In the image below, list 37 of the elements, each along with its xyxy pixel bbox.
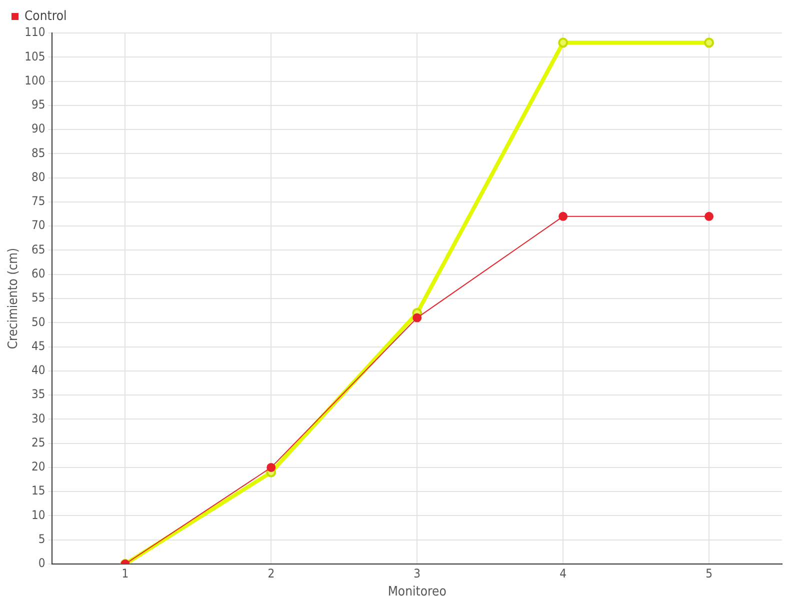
y-tick-label: 10 [31, 508, 46, 522]
y-tick-label: 35 [31, 387, 46, 402]
point [412, 313, 422, 322]
legend-label: Control [24, 8, 67, 24]
point [558, 212, 568, 221]
x-tick-label: 4 [560, 566, 567, 580]
y-tick-label: 20 [31, 460, 46, 474]
point [704, 212, 714, 221]
x-tick-label: 1 [122, 566, 129, 580]
y-tick-label: 65 [31, 242, 46, 256]
point [266, 462, 276, 472]
point [704, 38, 714, 48]
y-tick-label: 45 [31, 338, 46, 353]
y-tick-label: 85 [31, 146, 46, 160]
y-tick-label: 60 [31, 266, 46, 280]
y-tick-label: 15 [31, 484, 46, 498]
y-tick-label: 0 [38, 556, 46, 570]
y-tick-label: 50 [31, 314, 46, 329]
y-tick-label: 105 [24, 49, 46, 64]
x-tick-label: 2 [268, 566, 275, 580]
y-tick-label: 30 [31, 411, 46, 426]
x-tick-label: 5 [706, 566, 712, 580]
y-tick-label: 95 [31, 98, 46, 112]
y-tick-label: 5 [38, 532, 46, 546]
y-tick-label: 80 [31, 170, 46, 184]
y-tick-label: 70 [31, 218, 46, 232]
y-tick-label: 100 [24, 73, 46, 88]
x-axis-title: Monitoreo [388, 584, 446, 600]
point [558, 38, 568, 48]
y-tick-label: 75 [31, 194, 46, 208]
y-tick-label: 55 [31, 290, 46, 305]
y-tick-label: 40 [31, 363, 46, 378]
y-tick-label: 25 [31, 435, 46, 450]
y-axis-title: Crecimiento (cm) [6, 248, 22, 350]
y-tick-label: 110 [24, 25, 46, 40]
y-tick-label: 90 [31, 122, 46, 136]
x-tick-label: 3 [414, 566, 421, 580]
